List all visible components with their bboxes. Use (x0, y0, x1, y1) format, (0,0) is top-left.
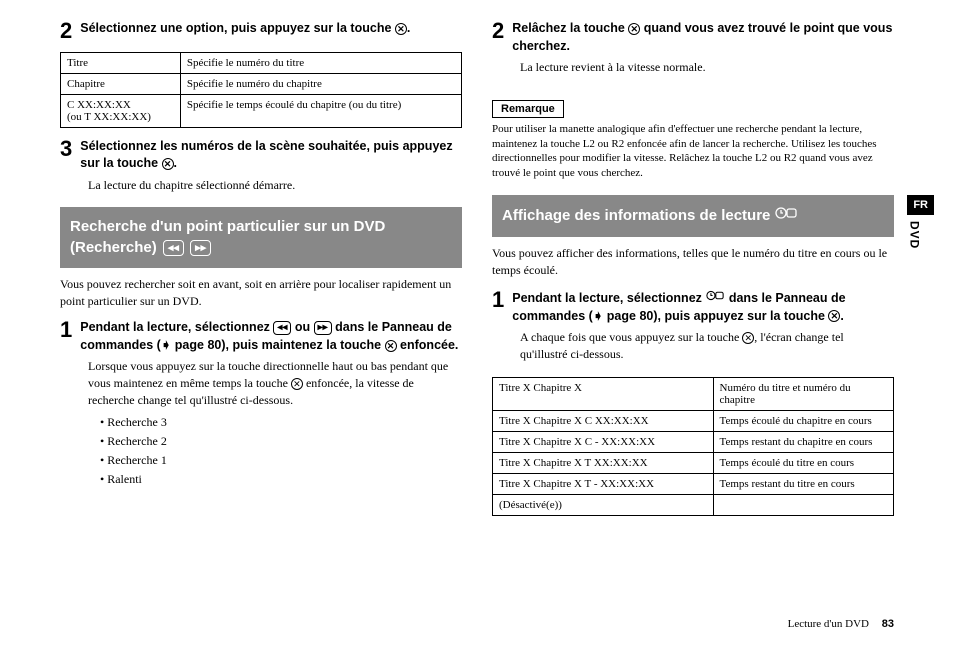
step-number: 2 (492, 20, 504, 42)
page-number: 83 (882, 618, 894, 630)
search-speed-list: Recherche 3 Recherche 2 Recherche 1 Rale… (100, 413, 462, 490)
list-item: Recherche 1 (100, 451, 462, 470)
step-2-right: 2 Relâchez la touche ✕ quand vous avez t… (492, 20, 894, 76)
cross-icon: ✕ (395, 23, 407, 35)
arrow-icon: ➧ (161, 338, 171, 352)
table-cell: Temps restant du titre en cours (713, 473, 893, 494)
t: A chaque fois que vous appuyez sur la to… (520, 330, 742, 344)
step-1-right: 1 Pendant la lecture, sélectionnez dans … (492, 289, 894, 363)
t: enfoncée. (397, 338, 459, 352)
step-body: A chaque fois que vous appuyez sur la to… (520, 329, 894, 363)
banner-line-1: Recherche d'un point particulier sur un … (70, 218, 385, 235)
step-body: La lecture du chapitre sélectionné démar… (88, 177, 462, 194)
banner-text: Affichage des informations de lecture (502, 207, 770, 224)
t: Pendant la lecture, sélectionnez (80, 320, 273, 334)
rewind-icon: ◂◂ (163, 240, 184, 256)
table-cell: Titre X Chapitre X C - XX:XX:XX (493, 431, 714, 452)
language-tab-fr: FR (907, 195, 934, 215)
table-cell: Temps écoulé du chapitre en cours (713, 410, 893, 431)
step-3-left: 3 Sélectionnez les numéros de la scène s… (60, 138, 462, 194)
table-cell: Spécifie le numéro du titre (180, 52, 461, 73)
page-footer: Lecture d'un DVD 83 (788, 618, 894, 630)
time-info-icon (705, 289, 725, 308)
table-cell: Titre X Chapitre X (493, 377, 714, 410)
cross-icon: ✕ (828, 310, 840, 322)
banner-line-2: (Recherche) (70, 239, 157, 256)
forward-icon: ▸▸ (190, 240, 211, 256)
step-head-text-b: . (174, 156, 177, 170)
table-cell: C XX:XX:XX (ou T XX:XX:XX) (61, 94, 181, 127)
section-banner-affichage: Affichage des informations de lecture (492, 195, 894, 237)
step-body: Lorsque vous appuyez sur la touche direc… (88, 358, 462, 408)
t: Pendant la lecture, sélectionnez (512, 291, 705, 305)
step-number: 1 (60, 319, 72, 341)
step-heading: Sélectionnez une option, puis appuyez su… (80, 21, 410, 35)
cross-icon: ✕ (162, 158, 174, 170)
remarque-label: Remarque (492, 100, 564, 118)
section-tab-dvd: DVD (907, 221, 921, 249)
list-item: Ralenti (100, 470, 462, 489)
step-head-text-a: Sélectionnez les numéros de la scène sou… (80, 139, 452, 171)
step-number: 3 (60, 138, 72, 160)
remarque-text: Pour utiliser la manette analogique afin… (492, 122, 894, 181)
t: page 80), puis maintenez la touche (171, 338, 384, 352)
t: . (840, 309, 843, 323)
step-2-left: 2 Sélectionnez une option, puis appuyez … (60, 20, 462, 38)
table-cell: Titre X Chapitre X C XX:XX:XX (493, 410, 714, 431)
section-banner-recherche: Recherche d'un point particulier sur un … (60, 207, 462, 268)
table-cell: Titre X Chapitre X T XX:XX:XX (493, 452, 714, 473)
step-1b-left: 1 Pendant la lecture, sélectionnez ◂◂ ou… (60, 319, 462, 489)
step-head-text-a: Sélectionnez une option, puis appuyez su… (80, 21, 395, 35)
right-column: 2 Relâchez la touche ✕ quand vous avez t… (492, 20, 894, 526)
footer-text: Lecture d'un DVD (788, 618, 869, 630)
list-item: Recherche 3 (100, 413, 462, 432)
table-cell: Titre X Chapitre X T - XX:XX:XX (493, 473, 714, 494)
time-info-icon (775, 205, 797, 227)
rewind-icon: ◂◂ (273, 321, 291, 335)
left-column: 2 Sélectionnez une option, puis appuyez … (60, 20, 462, 526)
options-table: TitreSpécifie le numéro du titre Chapitr… (60, 52, 462, 128)
table-cell: Temps écoulé du titre en cours (713, 452, 893, 473)
step-body: La lecture revient à la vitesse normale. (520, 59, 894, 76)
intro-text: Vous pouvez afficher des informations, t… (492, 245, 894, 279)
step-heading: Sélectionnez les numéros de la scène sou… (80, 139, 452, 171)
list-item: Recherche 2 (100, 432, 462, 451)
step-heading: Relâchez la touche ✕ quand vous avez tro… (512, 21, 892, 53)
cross-icon: ✕ (742, 332, 754, 344)
table-cell: Numéro du titre et numéro du chapitre (713, 377, 893, 410)
step-heading: Pendant la lecture, sélectionnez dans le… (512, 291, 845, 323)
step-number: 2 (60, 20, 72, 42)
forward-icon: ▸▸ (314, 321, 332, 335)
table-cell: (Désactivé(e)) (493, 494, 714, 515)
table-cell: Chapitre (61, 73, 181, 94)
display-info-table: Titre X Chapitre XNuméro du titre et num… (492, 377, 894, 516)
table-cell: Temps restant du chapitre en cours (713, 431, 893, 452)
t: Relâchez la touche (512, 21, 628, 35)
cross-icon: ✕ (628, 23, 640, 35)
table-cell: Spécifie le temps écoulé du chapitre (ou… (180, 94, 461, 127)
t: page 80), puis appuyez sur la touche (603, 309, 828, 323)
step-number: 1 (492, 289, 504, 311)
cross-icon: ✕ (291, 378, 303, 390)
step-head-text-b: . (407, 21, 410, 35)
table-cell: Titre (61, 52, 181, 73)
table-cell (713, 494, 893, 515)
t: ou (291, 320, 313, 334)
cross-icon: ✕ (385, 340, 397, 352)
arrow-icon: ➧ (593, 309, 603, 323)
side-tab: FR DVD (907, 195, 934, 249)
intro-text: Vous pouvez rechercher soit en avant, so… (60, 276, 462, 310)
step-heading: Pendant la lecture, sélectionnez ◂◂ ou ▸… (80, 320, 458, 352)
table-cell: Spécifie le numéro du chapitre (180, 73, 461, 94)
